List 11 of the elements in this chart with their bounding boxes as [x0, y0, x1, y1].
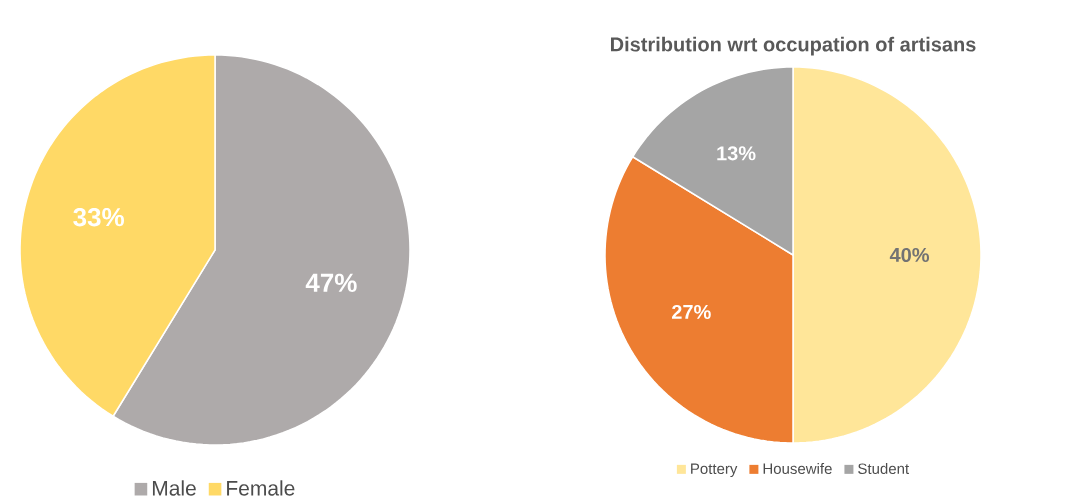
legend-label: Male	[152, 480, 196, 496]
legend-label: Female	[227, 480, 295, 496]
legend-label: Housewife	[763, 462, 832, 474]
chart-title: Distribution wrt occupation of artisans	[611, 36, 976, 56]
data-label: 27%	[671, 304, 711, 319]
legend-label: Student	[858, 462, 910, 474]
data-label: 40%	[889, 247, 930, 263]
data-label: 47%	[305, 273, 357, 292]
data-label: 33%	[73, 207, 124, 227]
data-label: 13%	[717, 146, 756, 161]
legend-label: Pottery	[691, 463, 738, 477]
